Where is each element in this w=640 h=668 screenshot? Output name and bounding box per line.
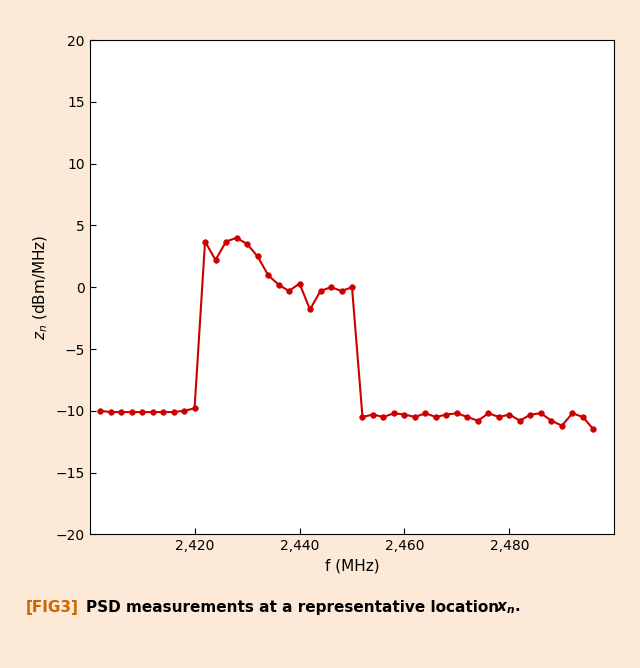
Text: PSD measurements at a representative location: PSD measurements at a representative loc… bbox=[86, 601, 505, 615]
Text: $\bfit{x}_n$.: $\bfit{x}_n$. bbox=[496, 600, 521, 616]
Y-axis label: $z_n$ (dBm/MHz): $z_n$ (dBm/MHz) bbox=[31, 234, 50, 340]
Text: [FIG3]: [FIG3] bbox=[26, 601, 79, 615]
X-axis label: f (MHz): f (MHz) bbox=[324, 559, 380, 574]
